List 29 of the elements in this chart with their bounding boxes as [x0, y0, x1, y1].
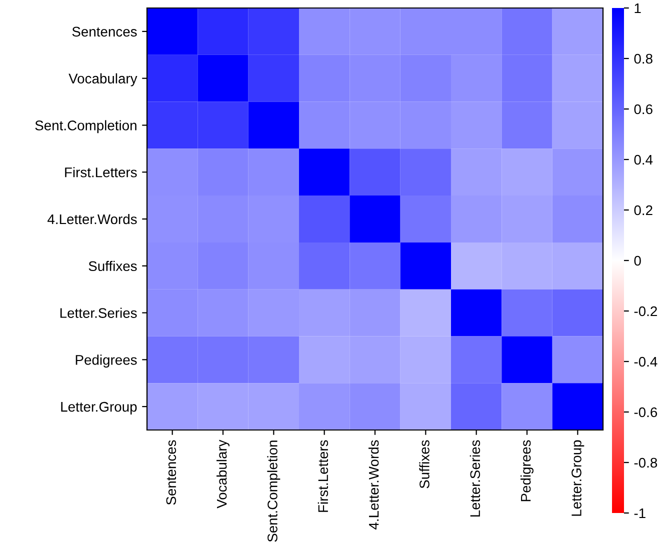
y-tick-label: Letter.Group	[61, 402, 137, 414]
y-tick-label: Suffixes	[88, 260, 137, 272]
color-bar-label: -0.2	[634, 306, 657, 316]
color-bar-label: -0.6	[634, 407, 658, 418]
color-bar-label: 0.6	[634, 104, 652, 114]
color-bar-label: 1	[634, 3, 641, 14]
color-bar-label: 0	[634, 256, 641, 266]
x-tick-label: Vocabulary	[216, 440, 230, 508]
x-tick-label: Sent.Completion	[267, 440, 280, 542]
x-tick-label: Letter.Group	[572, 440, 584, 516]
y-tick-label: Pedigrees	[76, 354, 137, 368]
x-tick-label: Pedigrees	[520, 440, 534, 502]
x-tick-label: Letter.Series	[470, 440, 480, 517]
x-tick-label: First.Letters	[318, 440, 328, 512]
y-tick-label: 4.Letter.Words	[48, 214, 137, 224]
color-bar-label: -0.4	[634, 356, 658, 367]
color-bar-label: 0.4	[634, 154, 653, 165]
y-tick-label: Letter.Series	[60, 308, 137, 318]
color-bar-label: -0.8	[634, 458, 658, 468]
color-bar-label: 0.8	[634, 54, 652, 64]
x-tick-label: Suffixes	[419, 440, 430, 488]
color-bar-label: 0.2	[634, 205, 652, 216]
color-bar-label: -1	[634, 508, 646, 518]
y-tick-label: Sent.Completion	[35, 120, 136, 134]
y-tick-label: Vocabulary	[68, 73, 138, 86]
x-tick-label: 4.Letter.Words	[368, 440, 379, 530]
x-tick-label: Sentences	[166, 440, 176, 505]
y-tick-label: First.Letters	[65, 167, 137, 178]
y-tick-label: Sentences	[72, 26, 137, 37]
